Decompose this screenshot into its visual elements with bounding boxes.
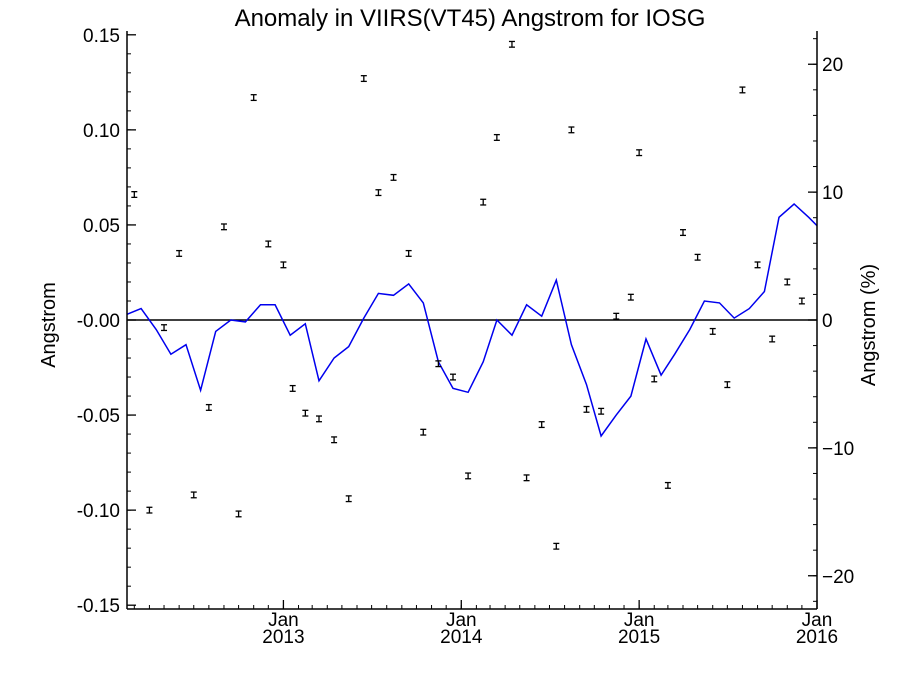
error-bar-point xyxy=(205,403,212,411)
x-tick-year-label: 2015 xyxy=(618,627,660,648)
error-bar-point xyxy=(289,384,296,392)
error-bar-point xyxy=(598,407,605,415)
error-bar-point xyxy=(739,86,746,94)
error-bar-point xyxy=(679,229,686,237)
error-bar-point xyxy=(465,472,472,480)
error-bar-point xyxy=(769,335,776,343)
error-bar-point xyxy=(538,421,545,429)
error-bar-point xyxy=(375,189,382,197)
right-tick-label: 20 xyxy=(822,55,843,76)
error-bar-point xyxy=(553,542,560,550)
x-tick-month-label: Jan xyxy=(624,610,655,631)
error-bar-point xyxy=(220,223,227,231)
x-tick-month-label: Jan xyxy=(802,610,833,631)
error-bar-point xyxy=(280,261,287,269)
x-tick-year-label: 2014 xyxy=(440,627,483,648)
error-bar-point xyxy=(724,381,731,389)
error-bar-point xyxy=(405,249,412,257)
error-bar-point xyxy=(709,327,716,335)
error-bar-point xyxy=(583,405,590,413)
error-bar-point xyxy=(508,40,515,48)
error-bar-point xyxy=(798,297,805,305)
right-tick-label: −10 xyxy=(822,439,854,460)
error-bar-point xyxy=(435,360,442,368)
right-tick-label: 10 xyxy=(822,183,843,204)
error-bar-point xyxy=(360,75,367,83)
plot-content xyxy=(127,40,817,550)
error-bar-point xyxy=(613,312,620,320)
error-bar-point xyxy=(664,481,671,489)
error-bar-point xyxy=(315,415,322,423)
error-bar-point xyxy=(754,261,761,269)
left-tick-label: 0.10 xyxy=(83,121,120,142)
left-tick-label: -0.00 xyxy=(77,311,120,332)
error-bar-point xyxy=(636,149,643,157)
error-bar-point xyxy=(190,491,197,499)
error-bar-point xyxy=(694,253,701,261)
error-bar-point xyxy=(331,436,338,444)
error-bar-point xyxy=(345,495,352,503)
error-bar-point xyxy=(420,428,427,436)
error-bar-point xyxy=(131,191,138,199)
error-bar-point xyxy=(449,373,456,381)
chart-title: Anomaly in VIIRS(VT45) Angstrom for IOSG xyxy=(235,5,706,32)
y-axis-left-label: Angstrom xyxy=(38,282,60,368)
error-bar-point xyxy=(568,126,575,134)
error-bar-point xyxy=(302,409,309,417)
left-tick-label: 0.15 xyxy=(83,26,120,47)
left-tick-label: -0.05 xyxy=(77,406,120,427)
error-bar-point xyxy=(784,278,791,286)
x-tick-year-label: 2016 xyxy=(796,627,838,648)
x-tick-year-label: 2013 xyxy=(262,627,304,648)
error-bar-point xyxy=(523,474,530,482)
right-tick-label: 0 xyxy=(822,311,833,332)
error-bar-point xyxy=(176,249,183,257)
error-bar-point xyxy=(161,324,168,332)
left-tick-label: -0.15 xyxy=(77,596,120,617)
right-tick-label: −20 xyxy=(822,567,854,588)
error-bar-point xyxy=(651,375,658,383)
x-tick-month-label: Jan xyxy=(446,610,477,631)
left-tick-label: -0.10 xyxy=(77,501,120,522)
error-bar-point xyxy=(627,293,634,301)
error-bar-point xyxy=(493,133,500,141)
error-bar-point xyxy=(235,510,242,518)
error-bar-point xyxy=(146,506,153,514)
left-tick-label: 0.05 xyxy=(83,216,120,237)
error-bar-point xyxy=(265,240,272,248)
error-bar-point xyxy=(390,173,397,181)
error-bar-point xyxy=(480,198,487,206)
x-tick-month-label: Jan xyxy=(268,610,299,631)
anomaly-line-series xyxy=(127,202,817,438)
error-bar-point xyxy=(250,94,257,102)
axes: 0.15 0.10 0.05 -0.00 -0.05 -0.10 -0.15 20 10 0 −10… xyxy=(77,26,855,648)
y-axis-right-label: Angstrom (%) xyxy=(858,264,880,386)
